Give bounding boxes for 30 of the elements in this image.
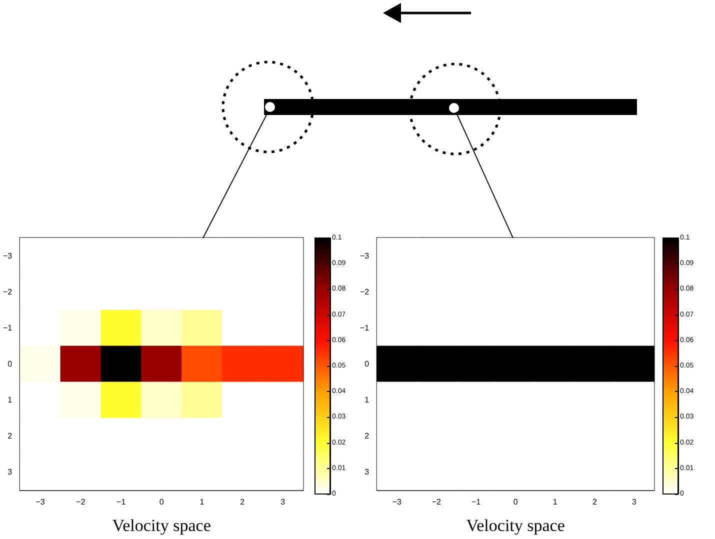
x-tick-label: 0 — [159, 498, 164, 506]
x-tick-label: 1 — [552, 498, 558, 506]
x-tick-label: 2 — [240, 498, 246, 506]
y-tick-label: 1 — [8, 396, 13, 404]
x-tick-label: 2 — [592, 498, 598, 506]
x-tick-label: 0 — [513, 498, 518, 506]
y-tick-label: 3 — [8, 468, 13, 476]
y-tick-label: −2 — [2, 288, 13, 296]
x-tick-label: −1 — [471, 498, 482, 506]
y-tick-label: −3 — [360, 252, 370, 260]
y-tick-label: −2 — [360, 288, 370, 296]
y-tick-label: 2 — [8, 432, 13, 440]
y-tick-label: 3 — [364, 468, 370, 476]
x-tick-label: −2 — [76, 498, 86, 506]
x-tick-label: −3 — [36, 498, 46, 506]
x-axis-title: Velocity space — [112, 516, 211, 535]
y-tick-label: −3 — [2, 252, 13, 260]
y-tick-label: 0 — [364, 360, 370, 368]
y-tick-label: −1 — [2, 324, 13, 332]
x-tick-label: 3 — [632, 498, 637, 506]
y-tick-label: 0 — [8, 360, 13, 368]
x-tick-label: −2 — [432, 498, 442, 506]
y-tick-label: 1 — [364, 396, 370, 404]
x-tick-label: −3 — [392, 498, 402, 506]
x-axis-title: Velocity space — [466, 516, 565, 535]
x-tick-label: −1 — [116, 498, 126, 506]
y-tick-label: 2 — [364, 432, 370, 440]
x-tick-label: 1 — [200, 498, 205, 506]
x-tick-label: 3 — [280, 498, 286, 506]
y-tick-label: −1 — [360, 324, 370, 332]
